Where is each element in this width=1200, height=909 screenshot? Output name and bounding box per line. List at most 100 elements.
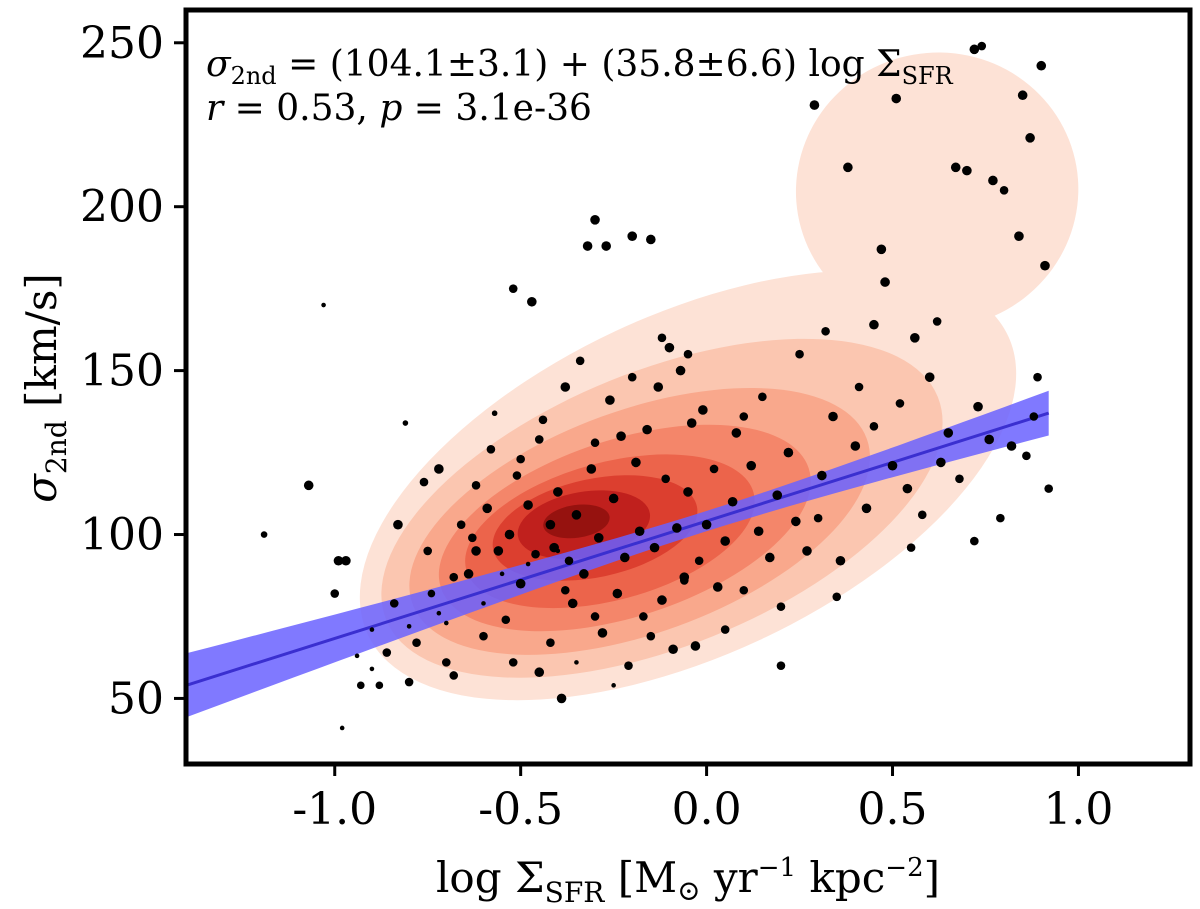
data-point	[664, 342, 675, 353]
data-point	[906, 543, 916, 552]
data-point	[776, 602, 786, 611]
data-point	[653, 382, 664, 392]
data-point	[333, 555, 344, 566]
data-point	[843, 162, 853, 173]
data-point	[590, 438, 600, 448]
data-point	[758, 392, 767, 402]
data-point	[508, 284, 518, 293]
data-point	[538, 415, 548, 425]
y-tick-label: 100	[80, 510, 164, 561]
data-point	[471, 546, 481, 556]
data-point	[546, 638, 555, 648]
data-point	[639, 612, 648, 621]
data-point	[631, 457, 641, 468]
density-level-8	[543, 504, 610, 539]
data-point	[590, 215, 600, 225]
data-point	[481, 601, 486, 606]
data-point	[616, 431, 626, 441]
data-point	[412, 638, 421, 648]
data-point	[1044, 484, 1053, 493]
data-point	[382, 648, 392, 657]
data-point	[404, 677, 414, 687]
data-point	[1025, 133, 1035, 143]
data-point	[910, 333, 920, 343]
data-point	[608, 493, 619, 504]
data-point	[746, 460, 757, 471]
data-point	[891, 93, 902, 104]
data-point	[434, 464, 444, 474]
data-point	[545, 519, 556, 530]
data-point	[694, 556, 704, 566]
x-tick-label: -1.0	[292, 784, 377, 835]
data-point	[876, 244, 887, 255]
data-point	[698, 405, 708, 415]
plot-area	[186, 41, 1079, 731]
data-point	[356, 681, 365, 690]
data-point	[791, 516, 801, 527]
data-point	[303, 480, 314, 491]
data-point	[835, 555, 846, 566]
data-point	[456, 520, 466, 529]
data-point	[423, 546, 433, 556]
data-point	[564, 556, 574, 566]
data-point	[727, 496, 738, 507]
data-point	[491, 410, 498, 417]
data-point	[869, 319, 879, 330]
data-point	[955, 474, 964, 484]
data-point	[1036, 60, 1047, 71]
data-point	[560, 585, 570, 595]
data-point	[795, 349, 804, 359]
data-point	[354, 653, 360, 659]
data-point	[611, 683, 616, 688]
plot-frame	[183, 7, 1193, 767]
data-point	[712, 582, 723, 592]
data-point	[523, 500, 533, 510]
fit-equation: σ2nd = (104.1±3.1) + (35.8±6.6) log ΣSFR	[206, 44, 954, 90]
data-point	[531, 549, 540, 559]
data-point	[783, 447, 794, 458]
data-point	[720, 536, 730, 546]
data-point	[880, 277, 890, 287]
data-point	[861, 503, 872, 514]
data-point	[850, 441, 861, 451]
data-point	[943, 428, 954, 438]
x-tick-label: 0.0	[672, 784, 742, 835]
data-point	[330, 589, 340, 598]
data-point	[571, 510, 582, 520]
data-point	[515, 578, 526, 589]
data-point	[369, 627, 375, 632]
data-point	[649, 542, 660, 553]
y-tick-label: 50	[108, 673, 164, 724]
data-point	[601, 241, 611, 251]
data-point	[441, 658, 451, 667]
data-point	[627, 372, 637, 382]
data-point	[776, 661, 786, 670]
data-point	[341, 555, 351, 566]
y-tick-label: 250	[80, 18, 164, 69]
data-point	[657, 595, 667, 605]
data-point	[624, 661, 633, 670]
data-point	[832, 592, 842, 602]
data-point	[984, 434, 994, 445]
data-point	[586, 464, 597, 474]
data-point	[499, 571, 505, 577]
x-tick-label: 0.5	[858, 784, 928, 835]
data-point	[924, 372, 935, 382]
fit-line	[186, 411, 1050, 687]
data-point	[479, 631, 488, 641]
data-point	[402, 420, 409, 426]
data-point	[471, 481, 481, 490]
data-point	[493, 546, 504, 556]
data-point	[917, 510, 927, 520]
data-point	[567, 598, 578, 609]
data-point	[720, 625, 730, 634]
data-point	[560, 382, 571, 392]
data-point	[369, 666, 375, 672]
data-point	[739, 585, 749, 595]
x-tick-label: 1.0	[1043, 784, 1113, 835]
data-point	[661, 474, 670, 484]
data-point	[582, 241, 593, 251]
data-point	[555, 548, 561, 554]
data-point	[675, 365, 686, 376]
data-point	[1040, 260, 1050, 271]
